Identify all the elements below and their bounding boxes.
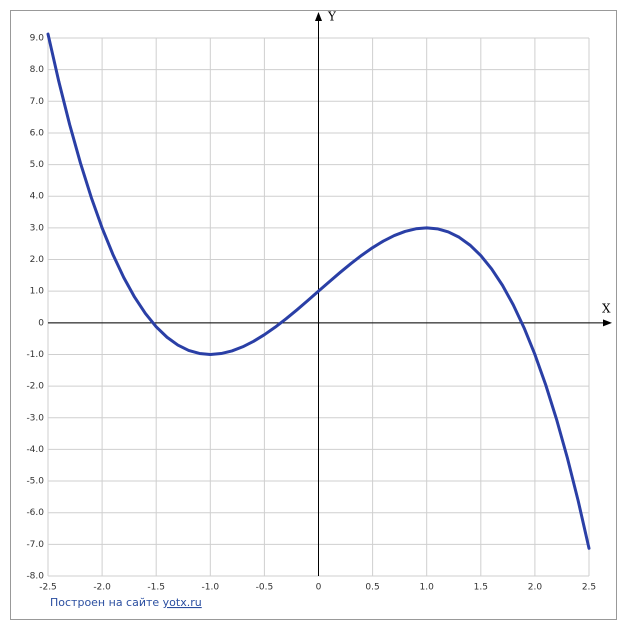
x-tick-label: -1.0 bbox=[202, 583, 220, 593]
x-tick-label: -2.0 bbox=[93, 583, 111, 593]
credit: Построен на сайте yotx.ru bbox=[50, 596, 202, 609]
y-tick-label: -5.0 bbox=[26, 477, 44, 487]
y-tick-label: -8.0 bbox=[26, 572, 44, 582]
credit-text: Построен на сайте bbox=[50, 596, 159, 609]
y-tick-label: 6.0 bbox=[30, 128, 45, 138]
y-tick-label: -7.0 bbox=[26, 540, 44, 550]
x-tick-label: -1.5 bbox=[147, 583, 165, 593]
y-tick-label: 8.0 bbox=[30, 65, 45, 75]
y-tick-label: -3.0 bbox=[26, 413, 44, 423]
x-tick-label: 1.5 bbox=[474, 583, 488, 593]
x-tick-label: 0 bbox=[316, 583, 322, 593]
y-tick-label: -1.0 bbox=[26, 350, 44, 360]
x-tick-label: -0.5 bbox=[256, 583, 274, 593]
y-tick-label: -6.0 bbox=[26, 508, 44, 518]
y-tick-label: 9.0 bbox=[30, 34, 45, 44]
x-axis-arrow bbox=[603, 319, 612, 327]
y-tick-label: 4.0 bbox=[30, 192, 45, 202]
axes bbox=[48, 12, 612, 576]
y-tick-label: -4.0 bbox=[26, 445, 44, 455]
y-tick-label: -2.0 bbox=[26, 382, 44, 392]
x-tick-label: -2.5 bbox=[39, 583, 57, 593]
y-tick-label: 2.0 bbox=[30, 255, 45, 265]
y-tick-label: 0 bbox=[38, 318, 44, 328]
y-tick-label: 1.0 bbox=[30, 287, 45, 297]
y-axis-label: Y bbox=[327, 10, 337, 24]
x-tick-label: 1.0 bbox=[420, 583, 435, 593]
y-tick-label: 3.0 bbox=[30, 223, 45, 233]
x-tick-label: 0.5 bbox=[365, 583, 379, 593]
y-axis-arrow bbox=[315, 12, 322, 21]
frame bbox=[10, 10, 617, 620]
curve bbox=[46, 32, 591, 550]
x-tick-label: 2.0 bbox=[528, 583, 543, 593]
y-tick-label: 7.0 bbox=[30, 97, 45, 107]
credit-link[interactable]: yotx.ru bbox=[163, 596, 202, 609]
y-tick-label: 5.0 bbox=[30, 160, 45, 170]
x-tick-label: 2.5 bbox=[582, 583, 596, 593]
x-axis-label: X bbox=[602, 302, 611, 316]
